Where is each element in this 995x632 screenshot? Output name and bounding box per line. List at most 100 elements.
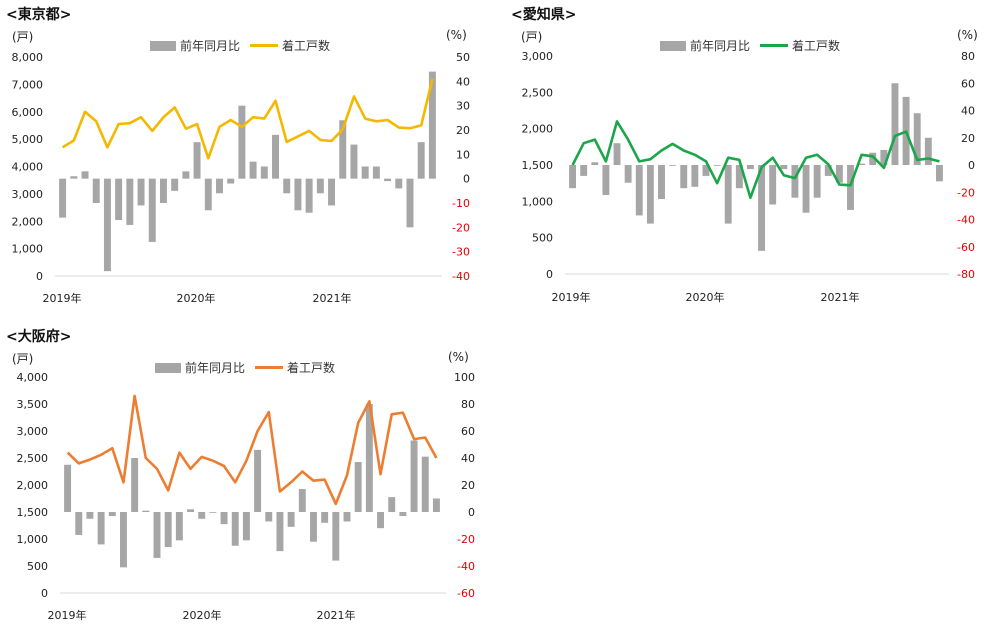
yoy-bar xyxy=(126,178,134,225)
yoy-bar xyxy=(283,178,291,194)
yoy-bar xyxy=(86,512,94,519)
right-tick-label: 60 xyxy=(961,77,975,90)
yoy-bar xyxy=(780,165,788,170)
yoy-bar xyxy=(824,165,832,176)
legend-label-yoy: 前年同月比 xyxy=(690,39,751,53)
right-tick-label: -10 xyxy=(452,197,470,210)
yoy-bar xyxy=(569,165,577,189)
left-tick-label: 500 xyxy=(532,232,553,245)
x-tick-label: 2020年 xyxy=(177,291,216,305)
yoy-bar xyxy=(294,178,302,211)
yoy-bar xyxy=(410,440,418,512)
yoy-bar xyxy=(328,178,336,206)
right-tick-label: 60 xyxy=(461,425,475,438)
x-tick-label: 2019年 xyxy=(43,291,82,305)
yoy-bar xyxy=(624,165,632,183)
yoy-bar xyxy=(249,161,257,179)
right-tick-label: 80 xyxy=(961,50,975,63)
yoy-bar xyxy=(64,464,72,512)
yoy-bar xyxy=(310,512,317,542)
yoy-bar xyxy=(658,165,665,200)
yoy-bar xyxy=(869,152,877,165)
legend-label-units: 着工戸数 xyxy=(282,39,331,53)
yoy-bar xyxy=(769,165,777,205)
yoy-bar xyxy=(858,163,866,165)
yoy-bar xyxy=(417,142,425,179)
right-tick-label: 40 xyxy=(961,105,975,118)
yoy-bar xyxy=(691,165,699,187)
left-tick-label: 0 xyxy=(41,587,48,600)
yoy-bar xyxy=(231,512,239,546)
legend-label-yoy: 前年同月比 xyxy=(180,39,241,53)
right-tick-label: 20 xyxy=(456,124,470,137)
left-tick-label: 6,000 xyxy=(12,106,44,119)
yoy-bar xyxy=(272,134,279,179)
left-tick-label: 1,000 xyxy=(522,195,554,208)
yoy-bar xyxy=(164,512,172,548)
yoy-bar xyxy=(287,512,295,527)
chart-title: <東京都> xyxy=(6,7,72,23)
yoy-bar xyxy=(260,166,268,179)
x-tick-label: 2020年 xyxy=(686,290,725,304)
left-tick-label: 0 xyxy=(36,270,43,283)
left-tick-label: 1,500 xyxy=(17,506,49,519)
yoy-bar xyxy=(142,510,150,512)
yoy-bar xyxy=(171,178,179,191)
right-tick-label: -20 xyxy=(452,221,470,234)
right-tick-label: -80 xyxy=(957,268,975,281)
yoy-bar xyxy=(316,178,324,194)
right-tick-label: -40 xyxy=(457,560,475,573)
yoy-bar xyxy=(153,512,161,558)
right-tick-label: 30 xyxy=(456,100,470,113)
yoy-bar xyxy=(193,142,201,179)
yoy-bar xyxy=(388,497,396,512)
yoy-bar xyxy=(81,171,89,179)
yoy-bar xyxy=(399,512,407,517)
right-tick-label: 10 xyxy=(456,148,470,161)
yoy-bar xyxy=(669,165,677,166)
left-tick-label: 3,000 xyxy=(12,188,44,201)
yoy-bar xyxy=(216,178,223,194)
yoy-bar xyxy=(242,512,250,541)
yoy-bar xyxy=(209,512,217,513)
legend-label-units: 着工戸数 xyxy=(287,361,336,375)
yoy-bar xyxy=(758,165,766,251)
yoy-bar xyxy=(421,456,429,512)
yoy-bar xyxy=(220,512,228,525)
legend-label-units: 着工戸数 xyxy=(792,39,841,53)
right-tick-label: 100 xyxy=(454,371,475,384)
yoy-bar xyxy=(115,178,123,221)
yoy-bar xyxy=(372,166,380,179)
legend-line-swatch xyxy=(760,44,789,47)
yoy-bar xyxy=(580,165,588,176)
yoy-bar xyxy=(406,178,414,228)
yoy-bar xyxy=(835,165,843,183)
chart-panel-aichi: <愛知県> (戸) (%) 前年同月比 着工戸数 3,000 2,500 2,000… xyxy=(505,0,985,310)
yoy-bar xyxy=(935,165,943,182)
yoy-bar xyxy=(227,178,235,184)
left-axis-unit: (戸) xyxy=(12,352,34,366)
yoy-bar xyxy=(148,178,156,242)
chart-panel-tokyo: <東京都> (戸) (%) 前年同月比 着工戸数 8,000 7,000 6,000… xyxy=(0,0,480,310)
yoy-bar xyxy=(59,178,67,218)
left-tick-label: 2,500 xyxy=(522,86,554,99)
left-tick-label: 2,000 xyxy=(17,479,49,492)
legend-line-swatch xyxy=(250,44,279,47)
x-tick-label: 2021年 xyxy=(317,608,356,622)
yoy-bar xyxy=(377,512,384,529)
left-tick-label: 500 xyxy=(27,560,48,573)
chart-title: <愛知県> xyxy=(511,7,577,23)
yoy-bar xyxy=(602,165,610,195)
left-tick-label: 4,000 xyxy=(12,161,44,174)
left-tick-label: 1,500 xyxy=(522,159,554,172)
x-tick-label: 2019年 xyxy=(552,290,591,304)
units-line xyxy=(571,120,940,199)
yoy-bar xyxy=(428,71,436,179)
chart-panel-osaka: <大阪府> (戸) (%) 前年同月比 着工戸数 4,000 3,500 3,000… xyxy=(0,322,480,632)
yoy-bar xyxy=(265,512,273,522)
yoy-bar xyxy=(92,178,100,203)
yoy-bar xyxy=(298,489,306,512)
left-tick-label: 3,500 xyxy=(17,398,49,411)
left-tick-label: 4,000 xyxy=(17,371,49,384)
yoy-bar xyxy=(880,150,888,165)
